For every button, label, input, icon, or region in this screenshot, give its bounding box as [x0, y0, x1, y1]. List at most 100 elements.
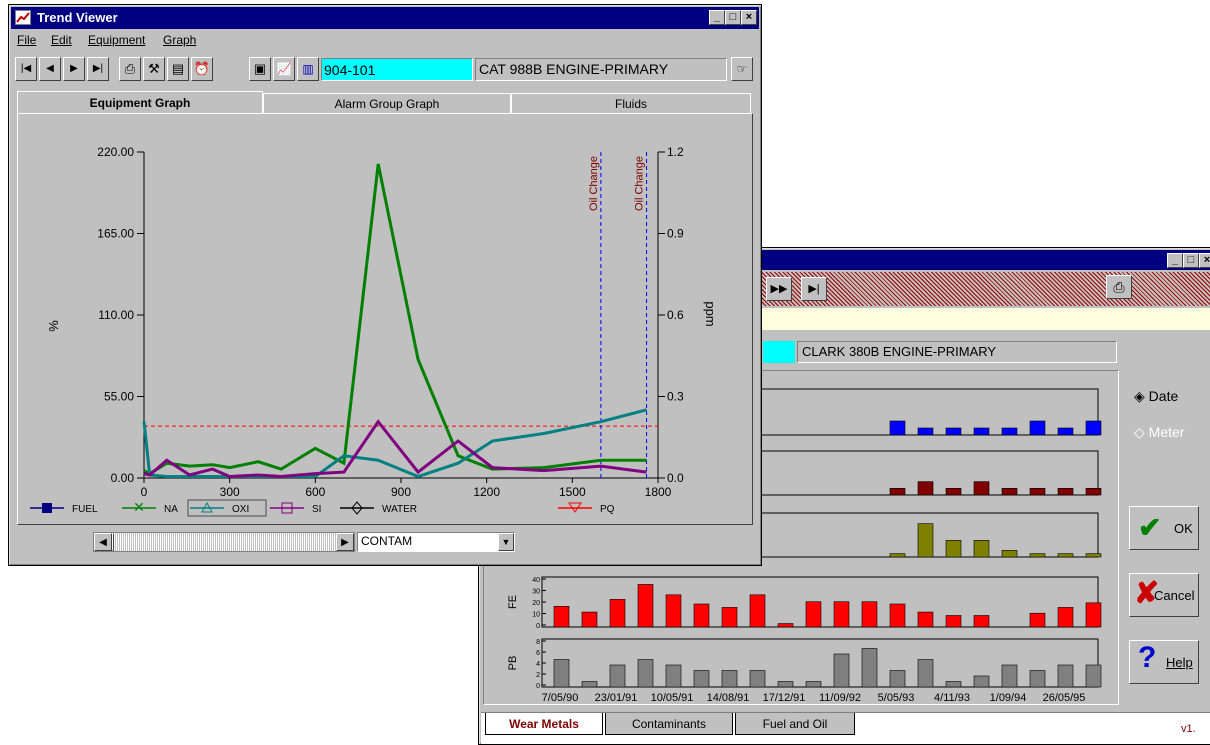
menu-equipment[interactable]: Equipment: [88, 33, 146, 47]
menu-file[interactable]: File: [17, 33, 37, 47]
bar-metal-14: [945, 488, 962, 496]
next-record-button[interactable]: ▶: [63, 57, 85, 81]
svg-text:OXI: OXI: [232, 504, 249, 515]
y-right-tick-label: 0.6: [667, 308, 684, 322]
chevron-down-icon[interactable]: ▼: [498, 533, 514, 551]
radio-meter[interactable]: ◇ Meter: [1134, 424, 1184, 441]
bar-metal-17: [1029, 488, 1046, 496]
cross-icon: ✘: [1134, 577, 1160, 610]
maximize-button[interactable]: □: [725, 10, 741, 25]
scroll-left-button[interactable]: ◀: [94, 533, 112, 551]
bar-metal-12: [889, 488, 906, 496]
fast-forward-button[interactable]: ▶▶: [766, 277, 792, 301]
radio-date[interactable]: ◈ Date: [1134, 388, 1178, 405]
alarm-clock-icon[interactable]: ⏰: [191, 57, 213, 81]
cancel-button[interactable]: ✘ Cancel: [1129, 573, 1199, 617]
trend-viewer-titlebar[interactable]: Trend Viewer _ □ ×: [11, 7, 759, 29]
oil-change-label: Oil Change: [588, 156, 600, 211]
bar-fe-15: [973, 615, 990, 628]
minimize-button[interactable]: _: [709, 10, 725, 25]
bar-metal-15: [973, 540, 990, 558]
last-record-button[interactable]: ▶|: [801, 277, 827, 301]
bar-metal-18: [1057, 553, 1074, 558]
bar-fe-14: [945, 615, 962, 628]
svg-text:4: 4: [536, 661, 540, 668]
svg-text:0: 0: [536, 623, 540, 630]
bar-fe-10: [833, 601, 850, 628]
toolbar: |◀ ◀ ▶ ▶| ⎙ ⚒ ▤ ⏰ ▣ 📈 ▥ CAT 988B ENGINE-…: [13, 57, 759, 83]
bar-fe-18: [1057, 607, 1074, 628]
bar-graph-icon[interactable]: ▥: [297, 57, 319, 81]
print-icon[interactable]: ⎙: [119, 57, 141, 81]
equipment-id-field[interactable]: [321, 58, 473, 81]
ok-button[interactable]: ✔ OK: [1129, 506, 1199, 550]
y-right-axis-label: ppm: [703, 301, 718, 326]
tab-fluids[interactable]: Fluids: [511, 93, 751, 113]
bar-pb-9: [805, 681, 822, 688]
scroll-thumb[interactable]: [112, 533, 114, 551]
legend-item-water: WATER: [340, 501, 417, 515]
bar-fe-2: [609, 599, 626, 628]
bar-date-label: 11/09/92: [819, 692, 861, 704]
bar-pb-2: [609, 664, 626, 688]
bar-date-label: 17/12/91: [763, 692, 806, 704]
legend-item-oxi: OXI: [187, 499, 267, 517]
radio-date-icon: ◈: [1134, 388, 1145, 404]
last-record-button[interactable]: ▶|: [87, 57, 109, 81]
radio-date-label: Date: [1148, 388, 1179, 404]
bar-fe-19: [1085, 602, 1102, 628]
svg-text:WATER: WATER: [382, 504, 417, 515]
svg-text:SI: SI: [312, 504, 321, 515]
equipment-lookup-icon[interactable]: ☞: [731, 57, 753, 81]
bar-pb-12: [889, 670, 906, 688]
bar-pb-11: [861, 648, 878, 688]
bar-metal-16: [1001, 550, 1018, 558]
line-graph-icon[interactable]: 📈: [273, 57, 295, 81]
tab-wear-metals[interactable]: Wear Metals: [485, 713, 603, 735]
bar-metal-15: [973, 427, 990, 436]
print-icon[interactable]: ⎙: [1106, 275, 1132, 299]
tab-fuel-and-oil[interactable]: Fuel and Oil: [735, 713, 855, 735]
bar-fe-6: [721, 607, 738, 628]
bar-metal-19: [1085, 420, 1102, 436]
bar-date-label: 4/11/93: [934, 692, 970, 704]
close-button[interactable]: ×: [741, 10, 757, 25]
bar-pb-3: [637, 659, 654, 688]
horizontal-scrollbar[interactable]: ◀ ▶: [93, 532, 355, 552]
y-left-axis-label: %: [46, 320, 61, 332]
bar-pb-4: [665, 664, 682, 688]
x-tick-label: 1200: [473, 485, 500, 499]
x-tick-label: 1800: [645, 485, 672, 499]
first-record-button[interactable]: |◀: [15, 57, 37, 81]
maximize-button[interactable]: □: [1183, 253, 1199, 268]
bar-axis-label: PB: [507, 656, 519, 671]
bar-fe-12: [889, 603, 906, 628]
tools-icon[interactable]: ⚒: [143, 57, 165, 81]
minimize-button[interactable]: _: [1167, 253, 1183, 268]
svg-text:30: 30: [532, 589, 540, 596]
close-button[interactable]: ×: [1199, 253, 1210, 268]
dropdown-value: CONTAM: [361, 534, 413, 548]
prev-record-button[interactable]: ◀: [39, 57, 61, 81]
version-label: v1.: [1181, 723, 1196, 735]
svg-text:0: 0: [536, 683, 540, 690]
bar-pb-13: [917, 659, 934, 688]
tab-equipment-graph[interactable]: Equipment Graph: [17, 91, 263, 113]
menu-graph[interactable]: Graph: [163, 33, 197, 47]
wear-tab-bar: Wear Metals Contaminants Fuel and Oil v1…: [481, 712, 1210, 744]
help-button[interactable]: ? Help: [1129, 640, 1199, 684]
bar-axis-label: FE: [507, 595, 519, 609]
bar-metal-13: [917, 427, 934, 436]
bottom-strip: ◀ ▶ CONTAM ▼: [17, 527, 753, 559]
scroll-right-button[interactable]: ▶: [336, 533, 354, 551]
tab-alarm-group-graph[interactable]: Alarm Group Graph: [263, 93, 511, 113]
report-icon[interactable]: ▤: [167, 57, 189, 81]
graph-group-dropdown[interactable]: CONTAM ▼: [357, 532, 515, 552]
monitor-icon[interactable]: ▣: [249, 57, 271, 81]
bar-metal-19: [1085, 488, 1102, 496]
menu-edit[interactable]: Edit: [51, 33, 72, 47]
bar-metal-17: [1029, 420, 1046, 436]
bar-metal-17: [1029, 553, 1046, 558]
tab-contaminants[interactable]: Contaminants: [605, 713, 733, 735]
bar-fe-1: [581, 611, 598, 628]
